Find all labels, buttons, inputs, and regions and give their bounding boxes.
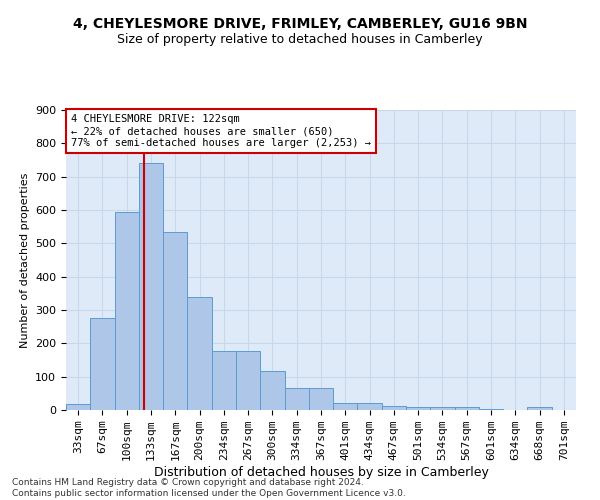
Y-axis label: Number of detached properties: Number of detached properties	[20, 172, 29, 348]
Bar	[163, 232, 187, 410]
Bar	[212, 351, 236, 410]
Bar	[139, 164, 163, 410]
X-axis label: Distribution of detached houses by size in Camberley: Distribution of detached houses by size …	[154, 466, 488, 479]
Bar	[309, 388, 333, 410]
Bar	[382, 406, 406, 410]
Bar	[236, 351, 260, 410]
Text: 4 CHEYLESMORE DRIVE: 122sqm
← 22% of detached houses are smaller (650)
77% of se: 4 CHEYLESMORE DRIVE: 122sqm ← 22% of det…	[71, 114, 371, 148]
Bar	[333, 402, 358, 410]
Bar	[115, 212, 139, 410]
Text: 4, CHEYLESMORE DRIVE, FRIMLEY, CAMBERLEY, GU16 9BN: 4, CHEYLESMORE DRIVE, FRIMLEY, CAMBERLEY…	[73, 18, 527, 32]
Text: Contains HM Land Registry data © Crown copyright and database right 2024.
Contai: Contains HM Land Registry data © Crown c…	[12, 478, 406, 498]
Bar	[260, 370, 284, 410]
Bar	[527, 408, 552, 410]
Bar	[479, 409, 503, 410]
Bar	[90, 318, 115, 410]
Bar	[406, 408, 430, 410]
Text: Size of property relative to detached houses in Camberley: Size of property relative to detached ho…	[117, 32, 483, 46]
Bar	[66, 404, 90, 410]
Bar	[358, 404, 382, 410]
Bar	[455, 408, 479, 410]
Bar	[430, 408, 455, 410]
Bar	[187, 296, 212, 410]
Bar	[284, 388, 309, 410]
